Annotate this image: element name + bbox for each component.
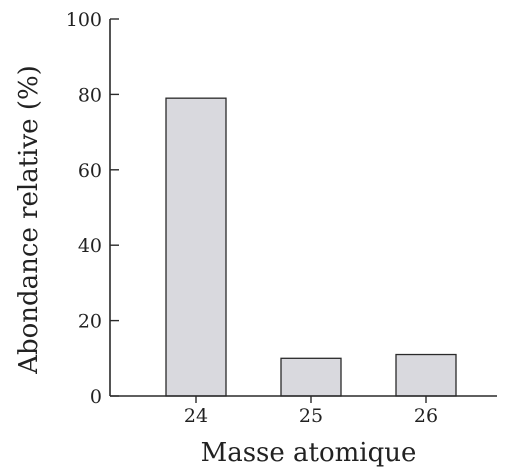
- x-axis-title: Masse atomique: [201, 438, 417, 468]
- y-tick-label: 20: [78, 311, 102, 333]
- y-tick-label: 0: [90, 386, 102, 408]
- y-tick-label: 80: [78, 84, 102, 106]
- x-tick-label: 26: [414, 405, 438, 427]
- y-axis-ticks: 0 20 40 60 80 100: [66, 9, 119, 408]
- x-tick-label: 25: [299, 405, 323, 427]
- bars: [165, 97, 457, 397]
- x-tick-label: 24: [184, 405, 208, 427]
- bar-25: [280, 357, 342, 397]
- y-tick-label: 40: [78, 235, 102, 257]
- y-axis-title: Abondance relative (%): [14, 65, 44, 375]
- y-tick-label: 100: [66, 9, 102, 31]
- y-tick-label: 60: [78, 160, 102, 182]
- bar-24: [165, 97, 227, 397]
- bar-26: [395, 353, 457, 397]
- x-axis-ticks: 24 25 26: [184, 396, 438, 427]
